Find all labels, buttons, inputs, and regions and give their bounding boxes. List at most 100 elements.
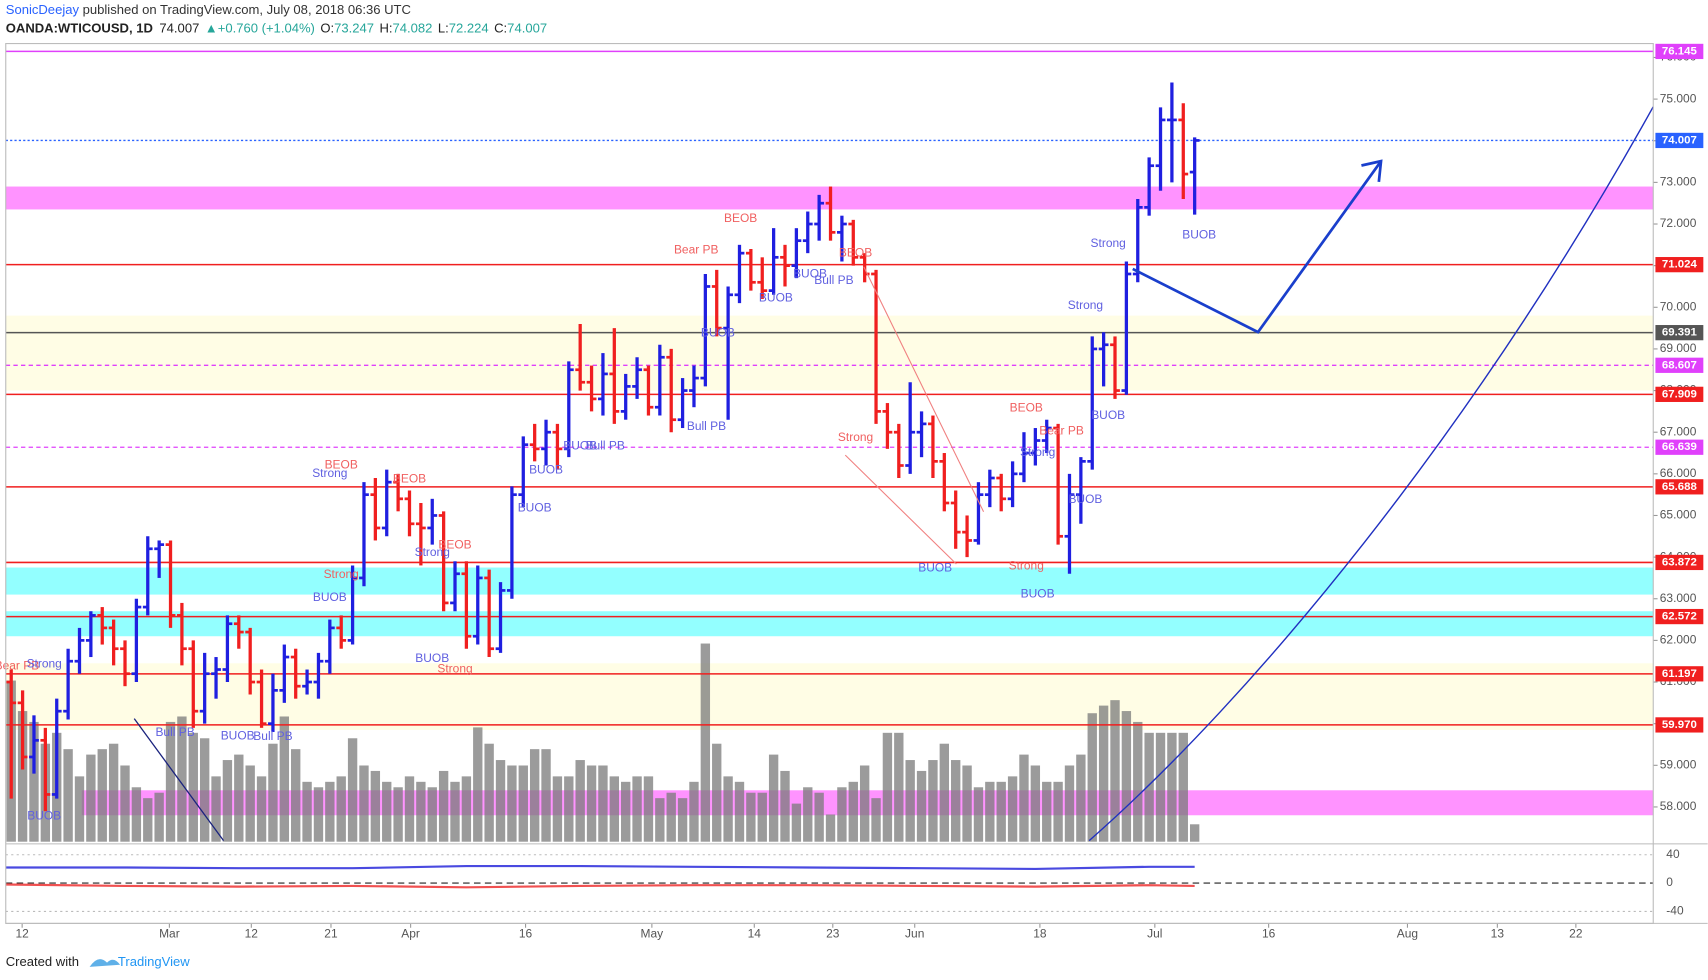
volume-bar [1098, 705, 1109, 842]
footer: Created with TradingView [6, 954, 191, 969]
volume-bar [234, 754, 244, 842]
volume-bar [837, 787, 847, 842]
volume-bar [905, 760, 915, 842]
signal-label: BUOB [221, 728, 255, 742]
trend-line [133, 718, 225, 842]
volume-bar [951, 760, 961, 842]
volume-bar [1076, 754, 1086, 842]
volume-bar [939, 743, 949, 842]
signal-label: Strong [324, 567, 359, 581]
signal-label: BUOB [518, 501, 552, 515]
volume-bar [1133, 721, 1143, 842]
level-label: 59.970 [1662, 719, 1697, 731]
volume-bar [1167, 732, 1177, 842]
logo [89, 959, 121, 967]
brand[interactable]: TradingView [118, 954, 190, 969]
volume-bar [473, 727, 483, 842]
volume-bar [416, 781, 426, 842]
level-label: 69.391 [1662, 327, 1698, 339]
volume-bar [188, 732, 198, 842]
indicator-tick-label: 0 [1666, 875, 1673, 889]
volume-bar [746, 792, 756, 842]
volume-bar [1019, 754, 1029, 842]
volume-bar [814, 792, 824, 842]
author[interactable]: SonicDeejay [6, 2, 80, 17]
signal-label: Bear PB [0, 658, 39, 672]
y-tick-label: 66.000 [1660, 466, 1697, 480]
signal-label: Bull PB [687, 419, 726, 433]
l-label: L: [438, 21, 449, 36]
symbol-line: OANDA:WTICOUSD, 1D 74.007 ▲+0.760 (+1.04%)… [6, 21, 547, 36]
volume-bar [199, 738, 210, 842]
plot-layer: 58.00059.00060.00061.00062.00063.00064.0… [0, 43, 1704, 940]
level-label: 67.909 [1662, 388, 1697, 400]
l-value: 72.224 [449, 21, 489, 36]
signal-label: BUOB [1021, 587, 1055, 601]
volume-bar [689, 781, 699, 842]
volume-bar [643, 776, 654, 842]
signal-label: Strong [838, 430, 873, 444]
volume-bar [700, 643, 711, 842]
created-with: Created with [6, 954, 79, 969]
signal-label: BEOB [438, 538, 471, 552]
volume-bar [916, 770, 927, 842]
volume-bar [757, 792, 767, 842]
h-label: H: [379, 21, 392, 36]
signal-label: Strong [1091, 236, 1126, 250]
volume-bar [177, 716, 187, 842]
volume-bar [586, 765, 597, 842]
signal-label: Bull PB [814, 273, 853, 287]
level-tag [1655, 357, 1704, 373]
volume-bar [347, 738, 358, 842]
level-label: 63.872 [1662, 556, 1697, 568]
curve-line [1088, 106, 1654, 842]
indicator-tick-label: -40 [1666, 904, 1684, 918]
volume-bar [1121, 711, 1132, 842]
volume-bar [1178, 732, 1188, 842]
volume-bar [17, 711, 28, 842]
level-label: 76.145 [1662, 45, 1698, 57]
volume-bar [291, 749, 301, 842]
published: published on TradingView.com, July 08, 2… [79, 2, 411, 17]
signal-label: BUOB [415, 651, 449, 665]
volume-bar [655, 798, 665, 842]
signal-label: BUOB [1091, 408, 1125, 422]
y-tick-label: 65.000 [1660, 508, 1697, 522]
volume-bar [848, 781, 858, 842]
volume-bar [734, 781, 745, 842]
level-label: 66.639 [1662, 441, 1697, 453]
volume-bar [529, 749, 540, 842]
signal-label: Bull PB [253, 729, 292, 743]
zone [5, 611, 1654, 637]
signal-label: BUOB [1182, 227, 1216, 241]
signal-label: BEOB [839, 246, 872, 260]
x-tick-label: 12 [15, 926, 29, 940]
x-tick-label: 14 [748, 926, 762, 940]
x-tick-label: 22 [1569, 926, 1583, 940]
x-tick-label: 16 [519, 926, 533, 940]
signal-label: BUOB [793, 267, 827, 281]
volume-bar [882, 732, 893, 842]
volume-bar [780, 770, 790, 842]
arrow-head [1361, 159, 1383, 182]
x-tick-label: Mar [159, 926, 180, 940]
signal-label: BUOB [529, 463, 563, 477]
c-label: C: [494, 21, 507, 36]
level-tag [1655, 325, 1704, 341]
volume-bar [962, 765, 972, 842]
volume-bar [564, 776, 574, 842]
y-tick-label: 59.000 [1660, 757, 1697, 771]
volume-bar [86, 754, 96, 842]
volume-bar [325, 781, 335, 842]
volume-bar [632, 776, 642, 842]
volume-bar [928, 760, 938, 842]
signal-label: Strong [1009, 558, 1044, 572]
volume-bar [222, 760, 233, 842]
volume-bar [256, 776, 267, 842]
volume-bar [1189, 824, 1200, 842]
indicator-line [5, 883, 1195, 889]
level-label: 62.572 [1662, 611, 1697, 623]
signal-label: BUOB [313, 590, 347, 604]
signal-label: BUOB [27, 809, 61, 823]
signal-label: BEOB [325, 458, 358, 472]
